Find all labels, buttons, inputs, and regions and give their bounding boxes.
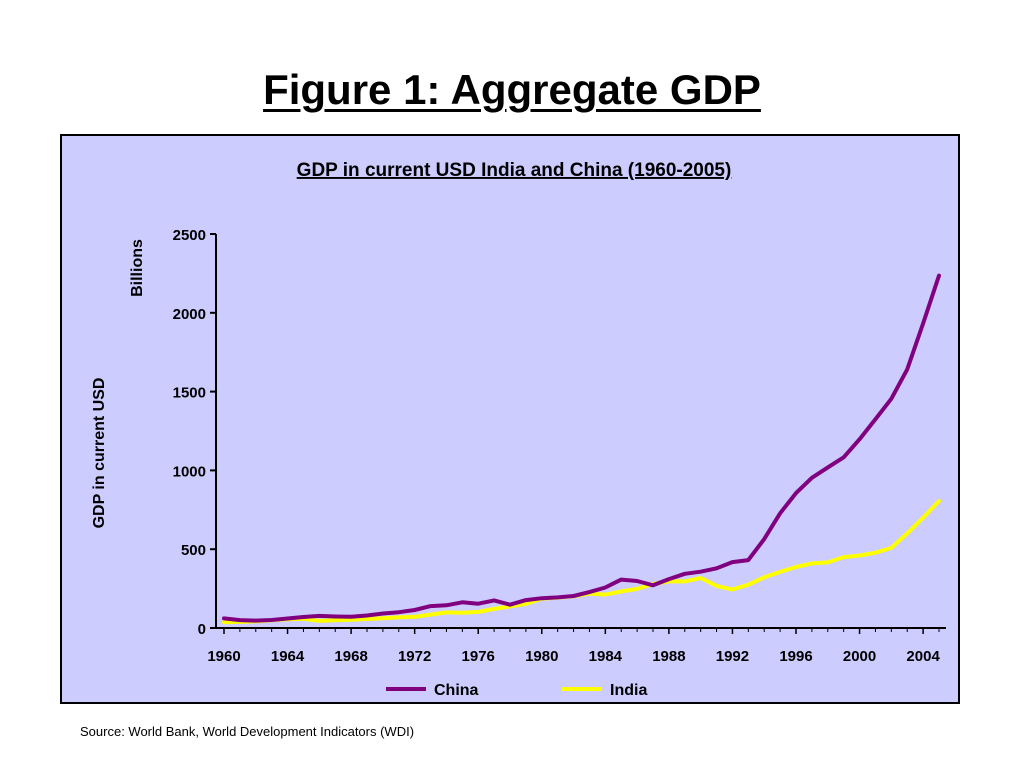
x-tick-label: 2004 [906, 648, 940, 665]
y-tick-label: 1000 [173, 463, 206, 480]
slide-title: Figure 1: Aggregate GDP [263, 66, 761, 113]
x-tick-label: 2000 [843, 648, 876, 665]
x-tick-label: 1968 [334, 648, 367, 665]
x-tick-label: 1980 [525, 648, 558, 665]
x-tick-label: 1964 [271, 648, 305, 665]
legend: China India [386, 682, 647, 699]
y-tick-label: 2500 [173, 227, 206, 244]
x-tick-label: 1988 [652, 648, 685, 665]
y-tick-label: 500 [181, 542, 206, 559]
y-axis-unit: Billions [129, 239, 146, 297]
series-line-china [222, 273, 941, 623]
legend-label-india: India [610, 682, 647, 699]
x-tick-label: 1996 [779, 648, 812, 665]
y-tick-label: 2000 [173, 306, 206, 323]
x-tick-label: 1960 [207, 648, 240, 665]
series-line-india [222, 499, 941, 625]
series-lines [222, 273, 941, 625]
source-note: Source: World Bank, World Development In… [80, 724, 415, 739]
chart-frame: GDP in current USD India and China (1960… [60, 134, 960, 704]
y-tick-label: 0 [198, 621, 206, 638]
y-axis-label: GDP in current USD [91, 378, 108, 529]
x-tick-label: 1984 [589, 648, 623, 665]
x-tick-label: 1976 [462, 648, 495, 665]
line-chart: GDP in current USD India and China (1960… [91, 160, 946, 699]
axes: 0 500 1000 1500 2000 2500 1960 1964 1968 1972 1976… [173, 227, 946, 665]
legend-label-china: China [434, 682, 479, 699]
y-tick-label: 1500 [173, 385, 206, 402]
x-tick-label: 1992 [716, 648, 749, 665]
chart-title: GDP in current USD India and China (1960… [297, 160, 732, 181]
x-tick-label: 1972 [398, 648, 431, 665]
